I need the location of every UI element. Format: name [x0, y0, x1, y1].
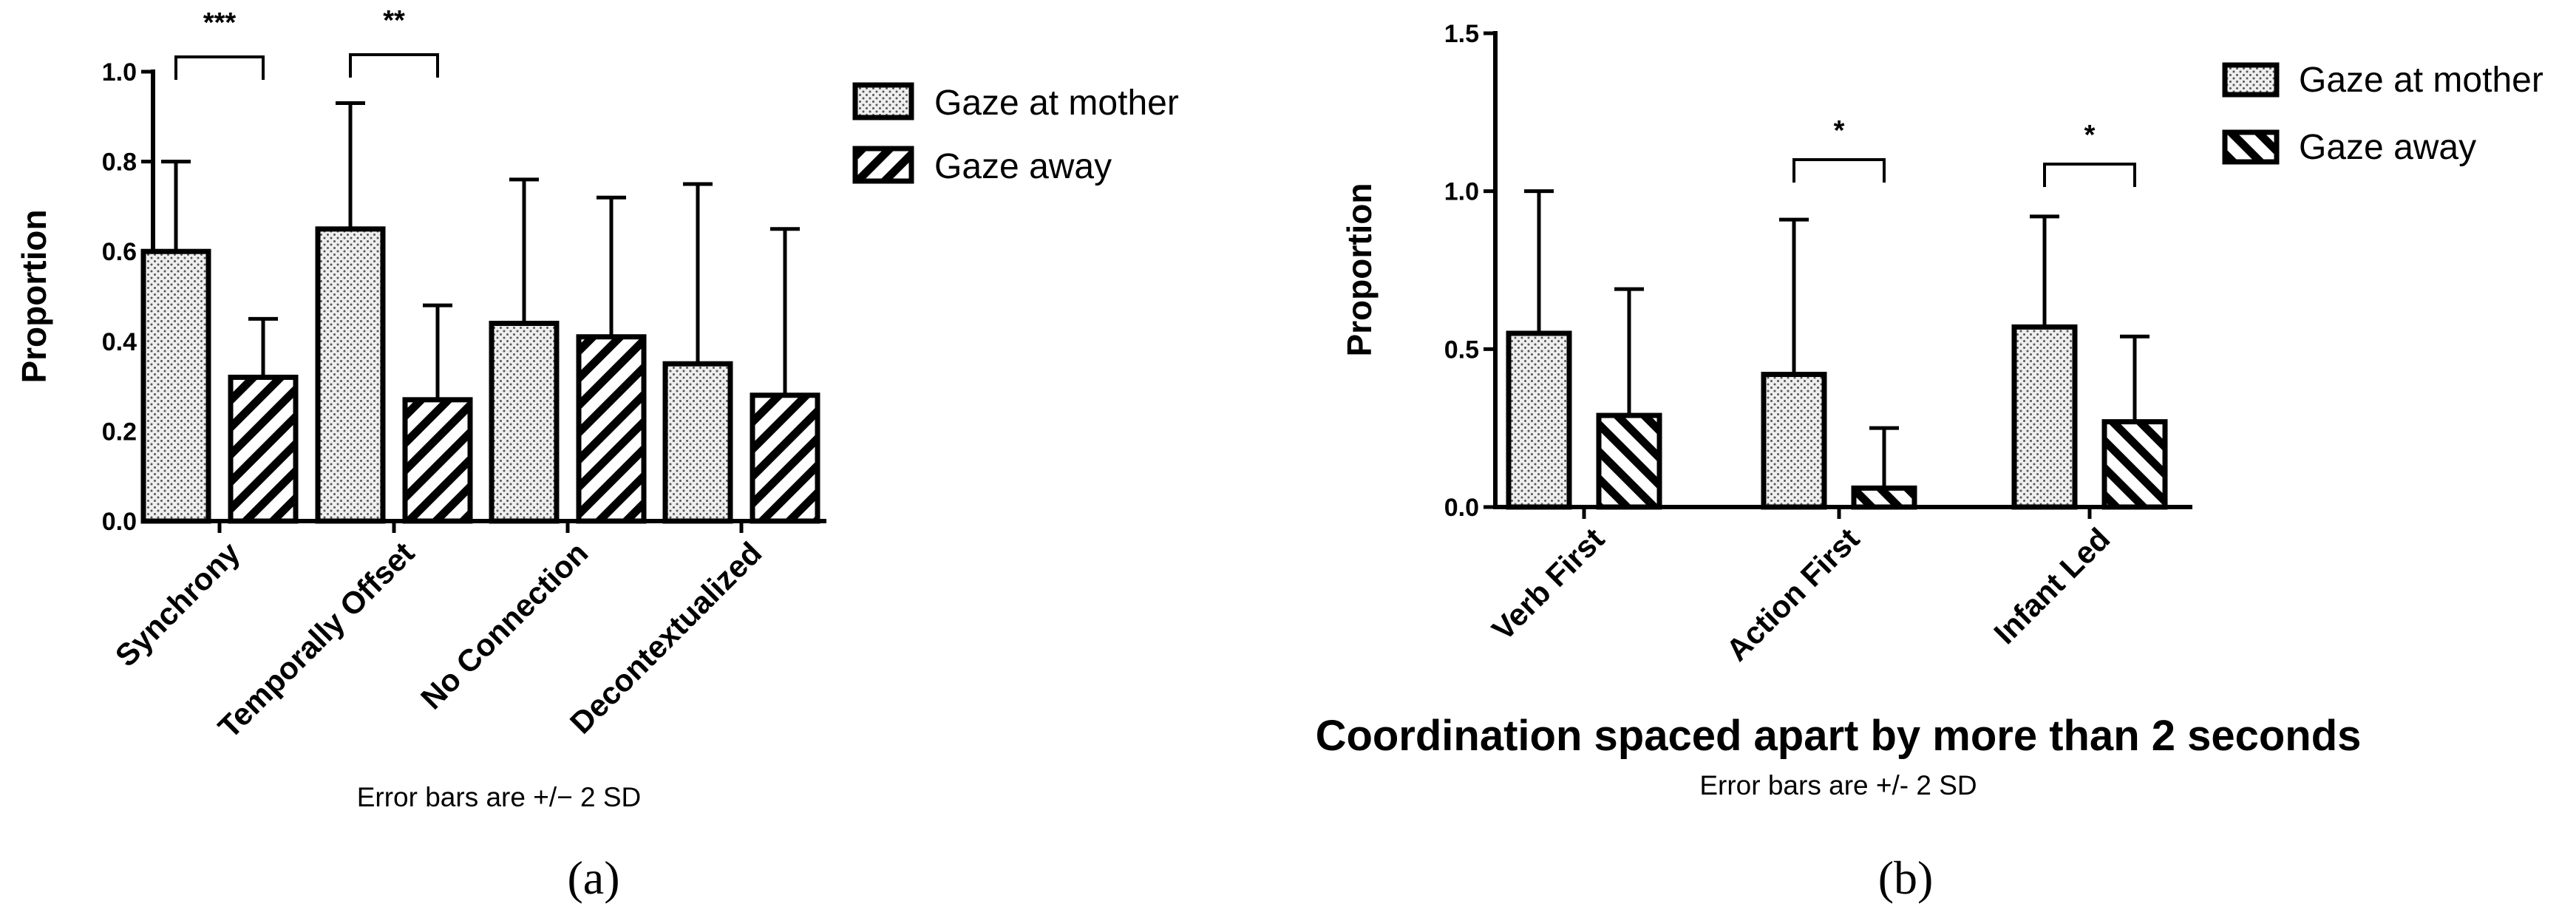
- significance-label: **: [383, 5, 405, 36]
- panel-a-note: Error bars are +/− 2 SD: [357, 782, 642, 812]
- significance-bracket: [349, 53, 439, 78]
- bar-gaze-away-action-first: [1851, 485, 1917, 510]
- y-tick-label: 0.0: [1444, 494, 1479, 522]
- x-tick-label-decontextualized: Decontextualized: [563, 535, 768, 740]
- y-tick-label: 0.2: [102, 418, 137, 446]
- bar-gaze-at-mother-temporally-offset: [315, 226, 386, 524]
- y-tick-label: 0.0: [102, 508, 137, 536]
- y-axis-title: Proportion: [15, 209, 53, 383]
- y-tick-label: 1.5: [1444, 20, 1479, 48]
- panel-a-label: (a): [567, 851, 619, 904]
- bar-gaze-away-decontextualized: [750, 392, 820, 524]
- bar-gaze-away-verb-first: [1596, 412, 1662, 510]
- y-tick-label: 1.0: [1444, 178, 1479, 206]
- panel-b-title: Coordination spaced apart by more than 2…: [1316, 712, 2362, 760]
- panel-b-label: (b): [1878, 851, 1934, 904]
- x-tick-label-no-connection: No Connection: [414, 535, 594, 715]
- bar-gaze-at-mother-action-first: [1761, 372, 1827, 510]
- legend-label-gaze-away: Gaze away: [934, 147, 1112, 186]
- y-axis-title: Proportion: [1340, 183, 1379, 356]
- y-tick-label: 0.5: [1444, 336, 1479, 364]
- x-tick-label-action-first: Action First: [1719, 521, 1866, 667]
- y-tick-label: 1.0: [102, 58, 137, 86]
- panel-b-chart: 0.0 0.5 1.0 1.5 Proportion Verb First Action F…: [1340, 20, 2543, 667]
- significance-label: *: [2084, 120, 2096, 151]
- significance-label: ***: [203, 7, 237, 38]
- legend-label-gaze-at-mother: Gaze at mother: [934, 84, 1179, 123]
- x-tick-label-verb-first: Verb First: [1485, 521, 1611, 647]
- y-tick-label: 0.6: [102, 238, 137, 266]
- significance-label: *: [1834, 115, 1845, 146]
- significance-bracket: [2043, 163, 2136, 187]
- significance-bracket: [1792, 158, 1886, 183]
- y-tick-label: 0.4: [102, 328, 137, 356]
- x-tick-label-infant-led: Infant Led: [1987, 521, 2116, 650]
- legend-swatch-gaze-at-mother: [2222, 62, 2280, 98]
- bar-gaze-at-mother-no-connection: [489, 320, 560, 524]
- bar-gaze-at-mother-infant-led: [2011, 324, 2078, 510]
- legend-label-gaze-at-mother: Gaze at mother: [2299, 61, 2543, 100]
- bar-gaze-at-mother-verb-first: [1506, 330, 1572, 510]
- legend-swatch-gaze-away: [852, 146, 914, 184]
- bar-gaze-away-no-connection: [576, 334, 647, 524]
- bar-gaze-at-mother-synchrony: [140, 248, 211, 524]
- legend-swatch-gaze-at-mother: [852, 82, 914, 120]
- panel-a-chart: 0.0 0.2 0.4 0.6 0.8 1.0 Proportion SynchronyTem…: [15, 5, 1179, 745]
- x-tick-label-synchrony: Synchrony: [109, 535, 247, 673]
- bar-gaze-away-infant-led: [2101, 419, 2168, 510]
- panel-b-note: Error bars are +/- 2 SD: [1699, 770, 1977, 800]
- legend-swatch-gaze-away: [2222, 129, 2280, 165]
- legend-label-gaze-away: Gaze away: [2299, 128, 2476, 167]
- significance-bracket: [174, 55, 265, 80]
- y-tick-label: 0.8: [102, 149, 137, 177]
- x-tick-label-temporally-offset: Temporally Offset: [211, 535, 421, 745]
- bar-gaze-at-mother-decontextualized: [662, 361, 733, 524]
- bar-gaze-away-temporally-offset: [402, 397, 473, 524]
- bar-gaze-away-synchrony: [228, 374, 299, 524]
